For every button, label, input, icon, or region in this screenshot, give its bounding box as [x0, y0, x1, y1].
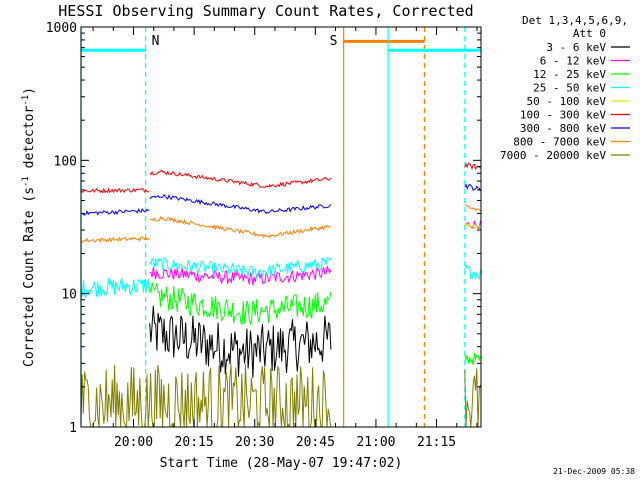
x-axis-ticks: 20:00 20:15 20:30 20:45 21:00 21:15	[92, 27, 478, 450]
footer-timestamp: 21-Dec-2009 05:38	[553, 467, 635, 476]
series-trace-3-2	[464, 263, 481, 281]
y-axis-label-sup-1: -1	[21, 176, 31, 187]
series-trace-8-0	[80, 363, 332, 429]
legend-label-1: 6 - 12 keV	[540, 55, 607, 68]
series-trace-5-0	[80, 187, 150, 194]
x-tick-label: 20:15	[175, 435, 214, 450]
legend-label-2: 12 - 25 keV	[533, 68, 606, 81]
legend-label-5: 100 - 300 keV	[520, 109, 606, 122]
y-axis-label-sup-2: -1	[21, 95, 31, 106]
series-trace-6-2	[464, 183, 481, 192]
x-tick-label: 20:30	[235, 435, 274, 450]
legend-label-3: 25 - 50 keV	[533, 82, 606, 95]
series-trace-7-3	[464, 203, 481, 212]
y-axis-label: Corrected Count Rate (s-1 detector-1)	[21, 87, 37, 367]
plot-frame	[80, 26, 482, 428]
legend-label-0: 3 - 6 keV	[546, 41, 606, 54]
series-trace-6-1	[149, 193, 332, 215]
x-tick-label: 20:00	[114, 435, 153, 450]
annotation-label-N: N	[152, 34, 160, 49]
x-tick-label: 21:15	[417, 435, 456, 450]
chart-title: HESSI Observing Summary Count Rates, Cor…	[58, 2, 473, 20]
series-trace-2-0	[149, 282, 332, 326]
series-trace-2-1	[464, 352, 481, 366]
legend-header-2: Att 0	[573, 27, 606, 40]
series-trace-3-0	[80, 277, 150, 299]
legend-label-7: 800 - 7000 keV	[513, 136, 606, 149]
y-tick-label: 1	[69, 421, 77, 436]
x-tick-label: 21:00	[356, 435, 395, 450]
y-axis-ticks: 1 10 100 1000	[46, 21, 481, 436]
series-trace-5-1	[149, 169, 332, 188]
legend-label-6: 300 - 800 keV	[520, 122, 606, 135]
series-trace-0-0	[149, 305, 332, 378]
series-trace-6-0	[80, 208, 150, 216]
y-tick-label: 1000	[46, 21, 77, 36]
x-tick-label: 20:45	[296, 435, 335, 450]
series-trace-7-1	[149, 215, 332, 239]
series-trace-8-1	[464, 368, 481, 428]
series-trace-1-1	[464, 220, 481, 230]
x-axis-label: Start Time (28-May-07 19:47:02)	[160, 456, 403, 471]
legend-label-4: 50 - 100 keV	[527, 95, 607, 108]
series-trace-7-0	[80, 235, 150, 244]
annotation-label-S: S	[330, 34, 338, 49]
y-axis-label-mid: detector	[22, 106, 37, 177]
series-trace-1-0	[149, 265, 332, 286]
y-axis-label-main: Corrected Count Rate (s	[22, 187, 37, 367]
y-tick-label: 10	[61, 288, 77, 303]
series-trace-4-0	[464, 221, 481, 229]
y-tick-label: 100	[54, 154, 77, 169]
legend-label-8: 7000 - 20000 keV	[500, 149, 606, 162]
legend-header-1: Det 1,3,4,5,6,9,	[522, 14, 628, 27]
y-axis-label-end: )	[22, 87, 37, 95]
series-trace-3-1	[149, 256, 332, 280]
